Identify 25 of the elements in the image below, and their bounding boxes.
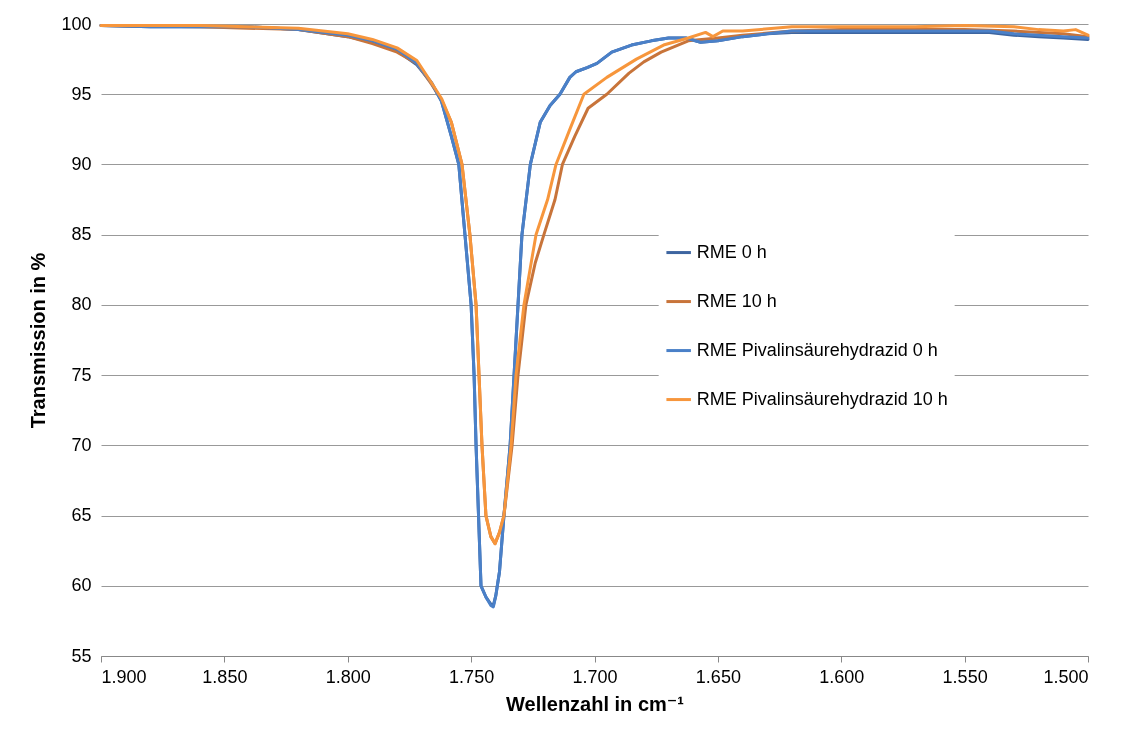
y-tick-label: 95 [71, 83, 92, 104]
x-tick-label: 1.650 [695, 666, 741, 687]
y-tick-label: 75 [71, 364, 92, 385]
x-tick-label: 1.700 [572, 666, 618, 687]
legend-label: RME Pivalinsäurehydrazid 10 h [696, 388, 948, 409]
legend-label: RME Pivalinsäurehydrazid 0 h [696, 339, 938, 360]
x-tick-label: 1.800 [325, 666, 371, 687]
x-tick-label: 1.850 [202, 666, 248, 687]
y-tick-label: 80 [71, 294, 92, 315]
legend-label: RME 0 h [696, 241, 767, 262]
y-tick-label: 70 [71, 434, 92, 455]
x-tick-label: 1.900 [101, 666, 147, 687]
y-tick-label: 90 [71, 153, 92, 174]
x-axis-title: Wellenzahl in cm⁻¹ [506, 692, 685, 715]
y-tick-label: 85 [71, 224, 92, 245]
x-tick-label: 1.550 [942, 666, 988, 687]
y-axis-title: Transmission in % [27, 252, 50, 429]
y-tick-label: 65 [71, 505, 92, 526]
legend-label: RME 10 h [696, 290, 777, 311]
y-tick-label: 100 [61, 13, 92, 34]
x-tick-label: 1.600 [819, 666, 865, 687]
y-tick-label: 55 [71, 645, 92, 666]
y-tick-label: 60 [71, 575, 92, 596]
x-tick-label: 1.500 [1043, 666, 1089, 687]
x-tick-label: 1.750 [449, 666, 495, 687]
